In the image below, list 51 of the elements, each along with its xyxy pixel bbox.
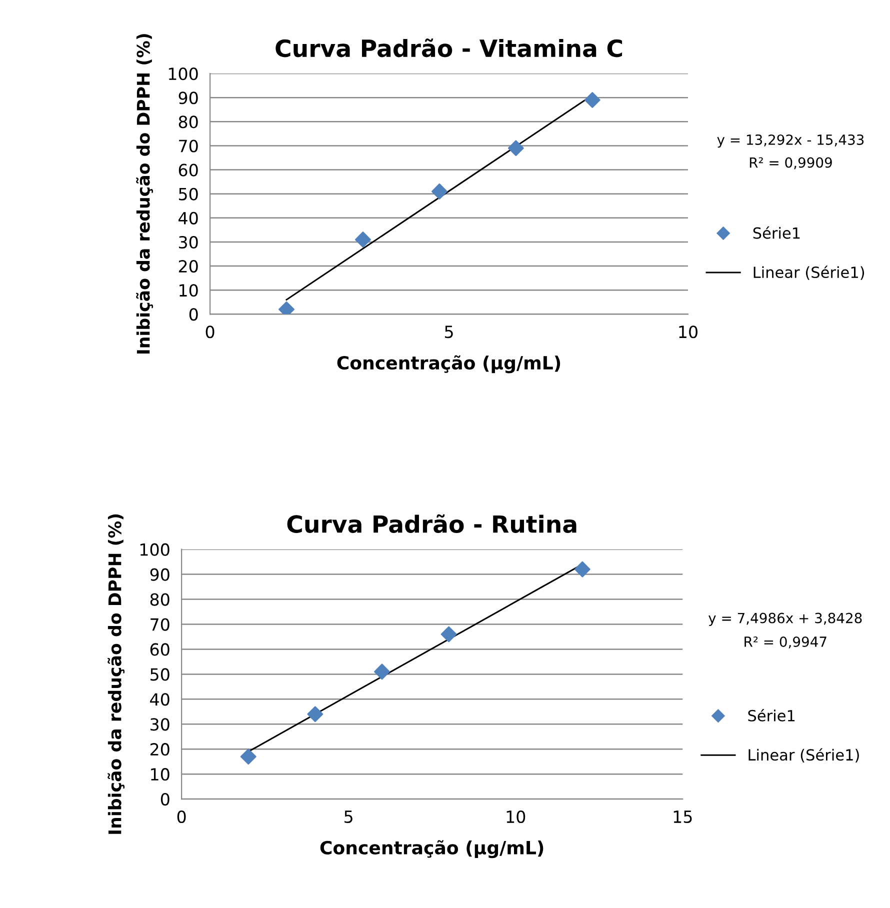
point (307, 706, 324, 722)
legend-label: Linear (Série1) (748, 748, 859, 762)
text: y = 7,4986x + 3,8428 (708, 612, 862, 626)
point (355, 232, 371, 248)
y-tick-label: 20 (150, 743, 170, 756)
x-tick-label: 5 (344, 810, 352, 824)
y-tick-label: 30 (150, 718, 170, 731)
point (440, 626, 457, 642)
y-tick-label: 90 (178, 92, 198, 104)
y-tick-label: 10 (180, 284, 198, 297)
point (508, 140, 524, 156)
y-tick-label: 0 (160, 793, 170, 806)
point (431, 183, 448, 200)
y-tick-label: 100 (168, 68, 198, 80)
y-tick-label: 80 (150, 593, 170, 606)
x-tick-label: 15 (674, 810, 692, 824)
x-axis-title: Concentração (µg/mL) (337, 355, 560, 374)
y-tick-label: 50 (179, 188, 198, 200)
legend-label: Linear (Série1) (754, 266, 864, 280)
y-tick-label: 70 (150, 618, 170, 631)
y-tick-label: 40 (178, 212, 198, 224)
y-tick-label: 50 (150, 668, 170, 681)
text: R² = 0,9947 (744, 636, 826, 648)
point (374, 664, 390, 680)
x-tick-label: 10 (506, 810, 526, 824)
y-tick-label: 60 (178, 164, 198, 176)
y-tick-label: 90 (150, 568, 170, 581)
y-axis-title: Inibição da redução do DPPH (%) (136, 34, 154, 354)
y-tick-label: 20 (178, 260, 198, 273)
y-tick-label: 30 (178, 236, 198, 249)
chart-title: Curva Padrão - Rutina (287, 514, 576, 534)
y-tick-label: 100 (140, 543, 170, 556)
legend-label: Série1 (753, 226, 800, 239)
x-tick-label: 0 (206, 326, 214, 338)
y-axis-title: Inibição da redução do DPPH (%) (108, 514, 125, 834)
point (584, 92, 600, 108)
x-axis-title: Concentração (µg/mL) (320, 840, 544, 858)
x-tick-label: 10 (679, 326, 698, 338)
point (574, 561, 590, 578)
text: y = 13,292x - 15,433 (717, 134, 864, 148)
x-tick-label: 5 (444, 326, 453, 338)
point (240, 748, 256, 765)
y-tick-label: 10 (151, 768, 170, 781)
y-tick-label: 0 (189, 308, 198, 321)
text: R² = 0,9909 (750, 157, 832, 170)
legend-label: Série1 (748, 708, 795, 722)
y-tick-label: 70 (179, 140, 198, 152)
y-tick-label: 80 (178, 116, 198, 128)
chart-title: Curva Padrão - Vitamina C (276, 38, 622, 58)
y-tick-label: 40 (150, 693, 170, 706)
y-tick-label: 60 (150, 643, 170, 656)
